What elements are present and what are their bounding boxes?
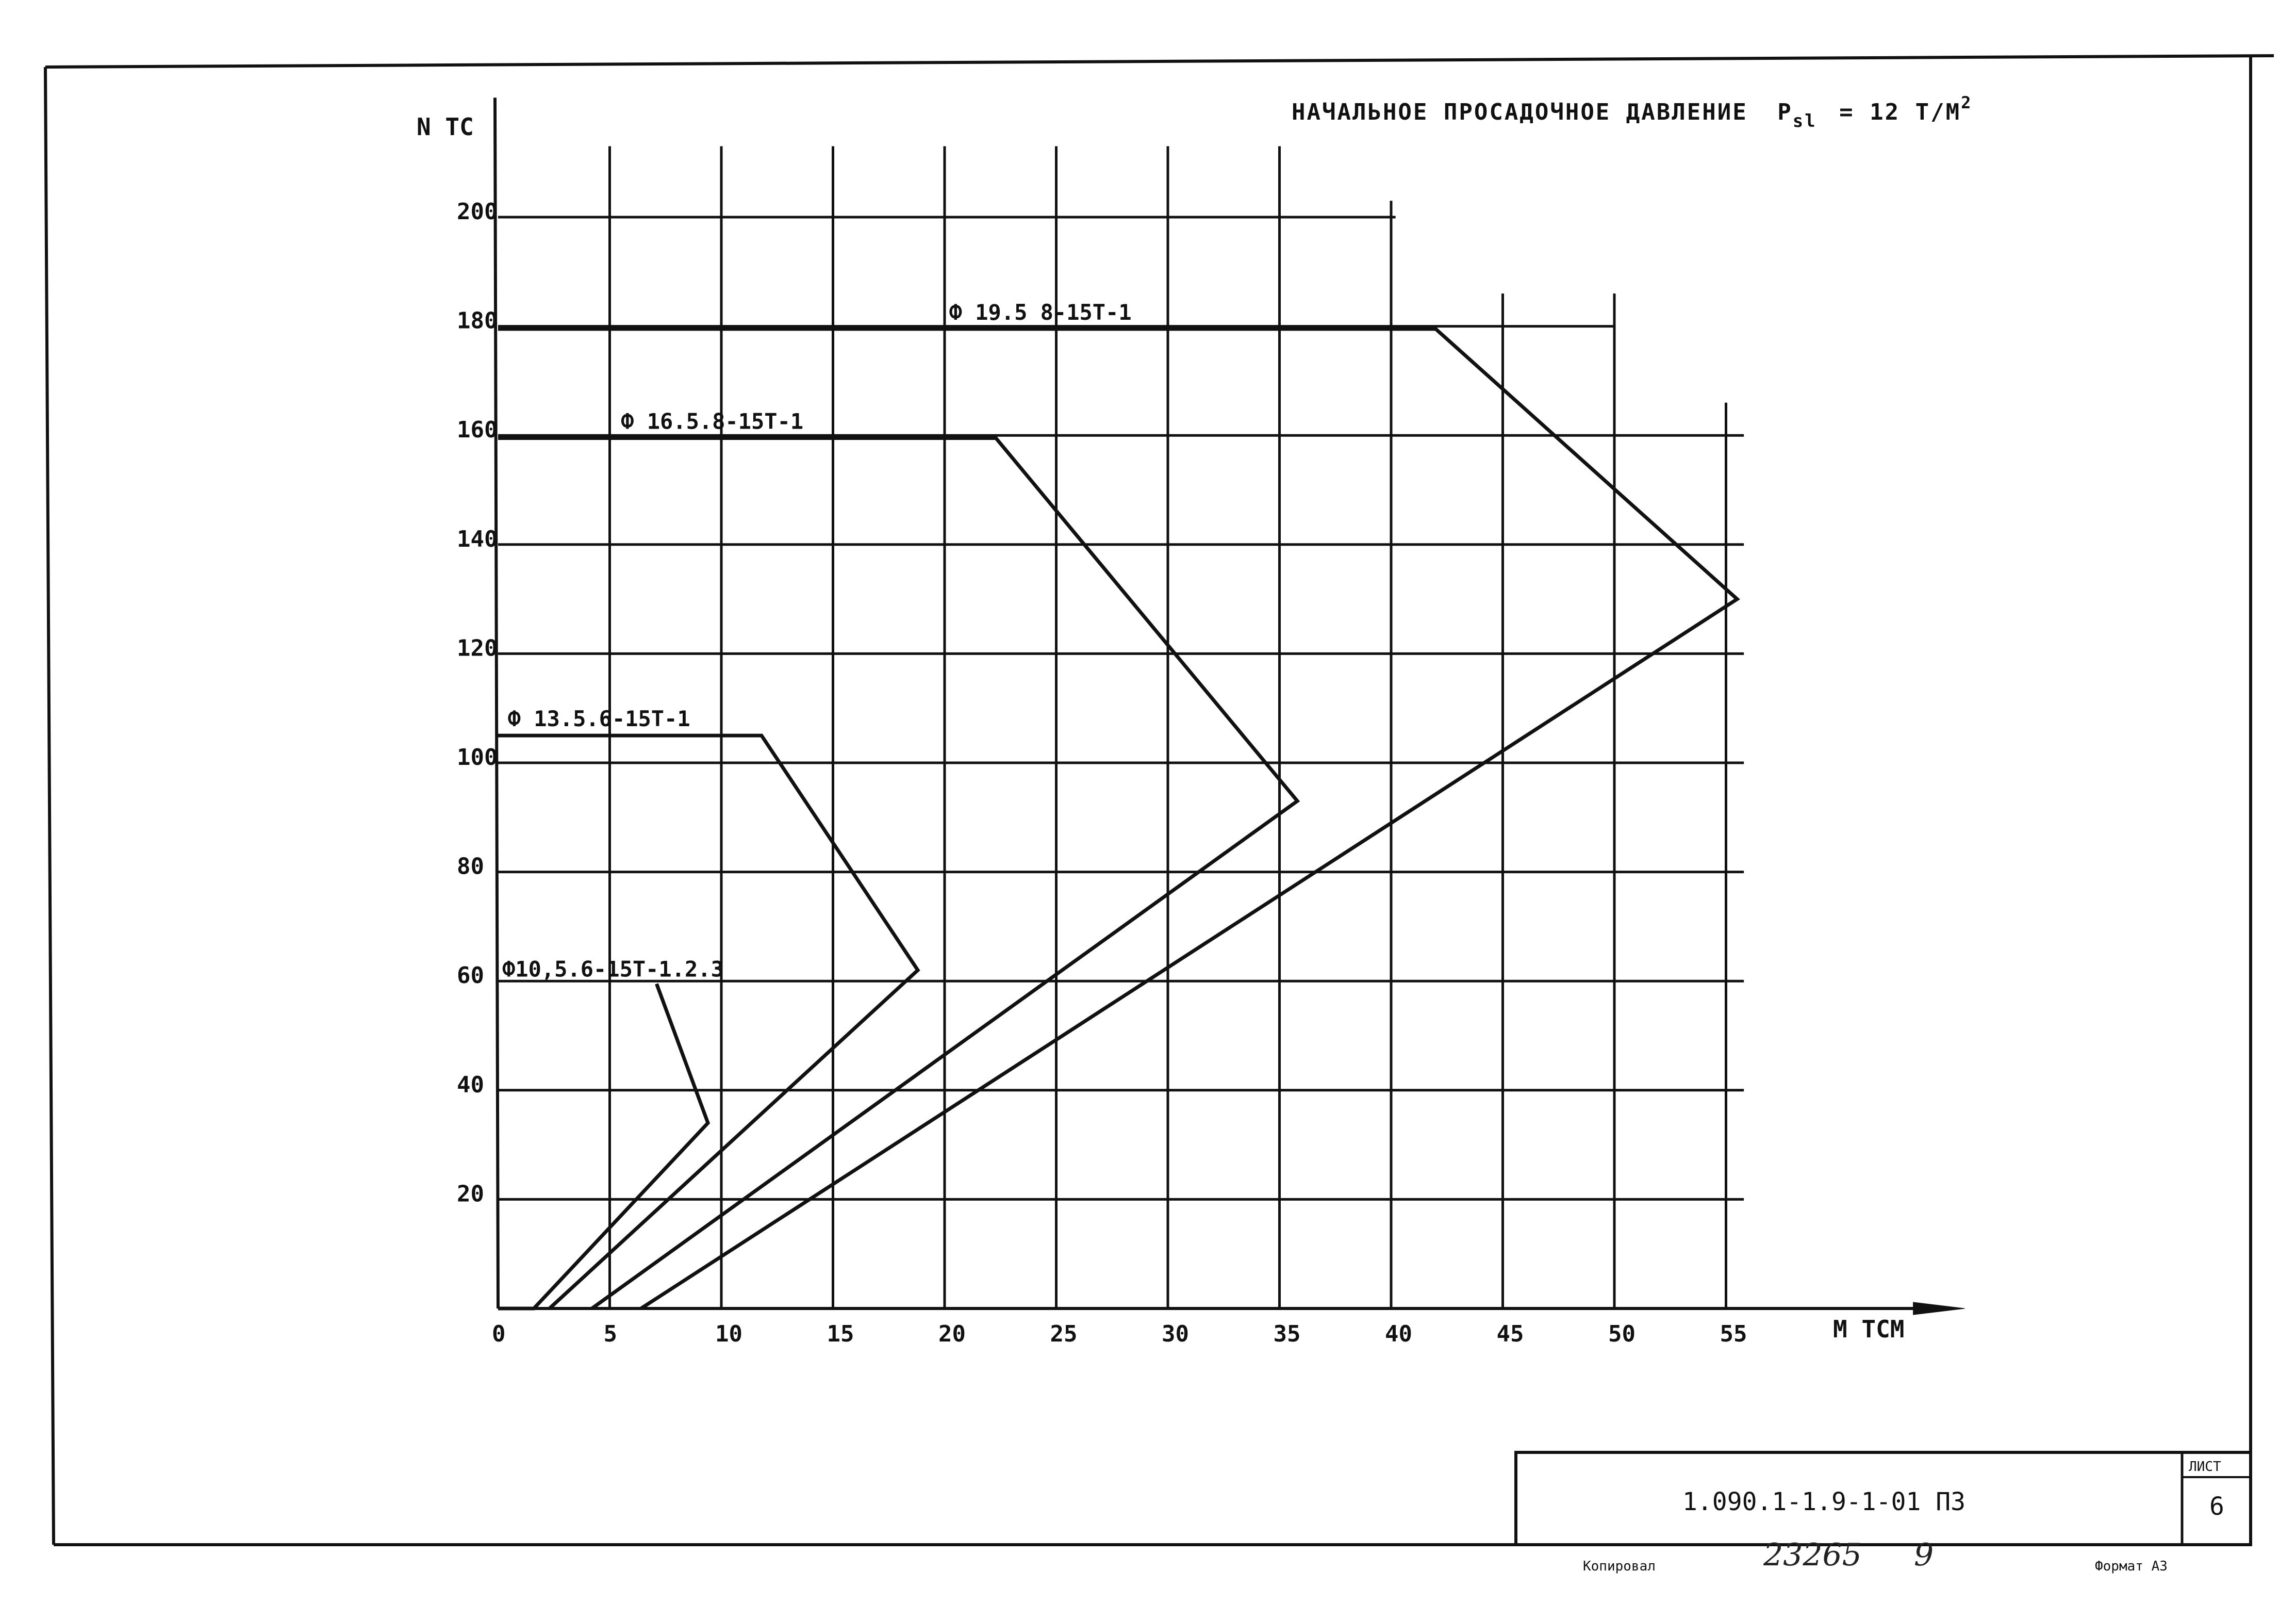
x-tick-label-30: 30	[1162, 1321, 1189, 1347]
chart-grid	[498, 146, 1744, 1308]
y-tick-label-60: 60	[457, 962, 484, 989]
svg-text:НАЧАЛЬНОЕ ПРОСАДОЧНОЕ ДАВЛЕНИЕ: НАЧАЛЬНОЕ ПРОСАДОЧНОЕ ДАВЛЕНИЕ Psl = 12 …	[1292, 93, 1972, 133]
chart-title-text: НАЧАЛЬНОЕ ПРОСАДОЧНОЕ ДАВЛЕНИЕ	[1292, 99, 1748, 125]
x-tick-label-5: 5	[604, 1321, 618, 1347]
sheet-frame	[44, 54, 2274, 1546]
title-block: 1.090.1-1.9-1-01 ПЗ ЛИСТ 6	[1514, 1451, 2252, 1546]
y-tick-label-80: 80	[457, 854, 484, 880]
y-tick-label-120: 120	[457, 635, 498, 661]
document-code: 1.090.1-1.9-1-01 ПЗ	[1682, 1487, 1965, 1516]
x-axis-arrow	[1913, 1302, 1965, 1315]
x-tick-label-55: 55	[1720, 1321, 1747, 1347]
x-tick-label-15: 15	[827, 1321, 854, 1347]
y-tick-label-160: 160	[457, 417, 498, 443]
x-tick-label-20: 20	[938, 1321, 966, 1347]
series-labels: Ф10,5.6-15Т-1.2.3 Ф 13.5.6-15Т-1 Ф 16.5.8-…	[502, 300, 1132, 982]
chart-title-value: = 12 Т/М	[1839, 99, 1961, 125]
x-tick-label-25: 25	[1050, 1321, 1078, 1347]
y-axis-title: N ТС	[417, 113, 474, 141]
series-label-1: Ф10,5.6-15Т-1.2.3	[502, 956, 724, 981]
series-line-4	[498, 327, 1740, 1310]
x-tick-label-50: 50	[1608, 1321, 1636, 1347]
copy-number: 23265	[1763, 1537, 1862, 1573]
x-tick-label-0: 0	[492, 1321, 506, 1347]
y-axis	[493, 97, 500, 1309]
x-tick-label-40: 40	[1385, 1321, 1412, 1347]
footer: Копировал 23265 9 Формат А3	[1583, 1537, 2168, 1574]
series-label-4: Ф 19.5 8-15Т-1	[949, 300, 1132, 325]
y-tick-label-40: 40	[457, 1072, 484, 1098]
series-line-1	[498, 983, 711, 1311]
y-tick-label-180: 180	[457, 308, 498, 334]
chart-series	[498, 327, 1740, 1311]
x-tick-label-10: 10	[715, 1321, 742, 1347]
copied-label: Копировал	[1583, 1559, 1656, 1574]
sheet-number: 6	[2209, 1492, 2224, 1521]
chart-title-symbol: P	[1777, 99, 1793, 125]
chart-title: НАЧАЛЬНОЕ ПРОСАДОЧНОЕ ДАВЛЕНИЕ Psl = 12 …	[1292, 93, 1972, 133]
chart-title-value-sup: 2	[1961, 93, 1972, 112]
x-tick-label-45: 45	[1497, 1321, 1524, 1347]
x-axis-title: М ТСМ	[1833, 1315, 1904, 1343]
y-tick-labels: 20 40 60 80 100 120 140 160 180 200	[457, 199, 498, 1207]
y-tick-label-20: 20	[457, 1181, 484, 1207]
format-label: Формат А3	[2095, 1559, 2168, 1574]
y-tick-label-200: 200	[457, 199, 498, 225]
sheet-label: ЛИСТ	[2189, 1459, 2221, 1475]
series-line-3	[498, 436, 1300, 1310]
y-tick-label-140: 140	[457, 526, 498, 552]
series-line-2	[498, 733, 920, 1310]
chart-axes	[493, 97, 1965, 1315]
x-tick-labels: 0 5 10 15 20 25 30 35 40 45 50 55	[492, 1321, 1747, 1347]
copy-number-suffix: 9	[1914, 1537, 1934, 1573]
series-label-3: Ф 16.5.8-15Т-1	[621, 408, 803, 434]
chart-title-symbol-sub: sl	[1793, 111, 1817, 132]
x-tick-label-35: 35	[1274, 1321, 1301, 1347]
series-label-2: Ф 13.5.6-15Т-1	[508, 706, 690, 731]
y-tick-label-100: 100	[457, 744, 498, 771]
